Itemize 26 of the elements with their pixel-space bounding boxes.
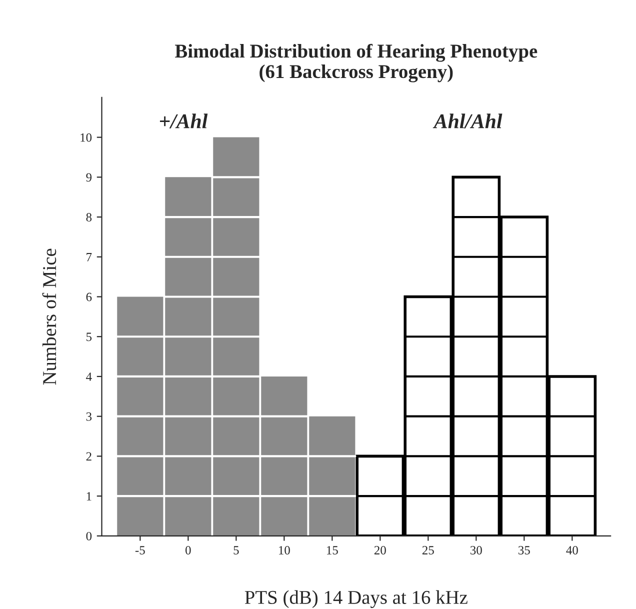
x-tick-label: 40 xyxy=(566,546,578,554)
x-tick-label: 30 xyxy=(470,546,482,554)
x-tick-label: 10 xyxy=(279,546,290,554)
chart-title: Bimodal Distribution of Hearing Phenotype (61 Backcross Progeny) xyxy=(174,44,538,82)
y-tick-label: 2 xyxy=(86,452,92,461)
y-tick-label: 0 xyxy=(86,532,92,540)
x-tick-label: 5 xyxy=(234,546,239,554)
y-tick-label: 1 xyxy=(86,492,92,500)
x-tick-label: -5 xyxy=(135,546,145,554)
x-axis-title: PTS (dB) 14 Days at 16 kHz xyxy=(244,590,468,608)
x-tick-label: 35 xyxy=(518,546,530,554)
y-tick-label: 10 xyxy=(80,133,92,142)
y-tick-label: 5 xyxy=(86,332,92,342)
y-tick-label: 8 xyxy=(86,213,92,222)
x-tick-label: 20 xyxy=(374,546,386,554)
y-tick-label: 9 xyxy=(86,173,92,182)
y-tick-label: 6 xyxy=(86,292,92,302)
y-tick-label: 4 xyxy=(86,372,92,381)
x-tick-label: 15 xyxy=(327,546,338,554)
annotation: +/Ahl xyxy=(160,114,208,128)
x-tick-label: 25 xyxy=(422,546,434,554)
y-tick-label: 3 xyxy=(86,412,92,421)
x-tick-label: 0 xyxy=(186,546,191,554)
annotation: Ahl/Ahl xyxy=(432,114,502,128)
y-tick-label: 7 xyxy=(86,253,92,262)
y-axis-title: Numbers of Mice xyxy=(42,248,56,385)
